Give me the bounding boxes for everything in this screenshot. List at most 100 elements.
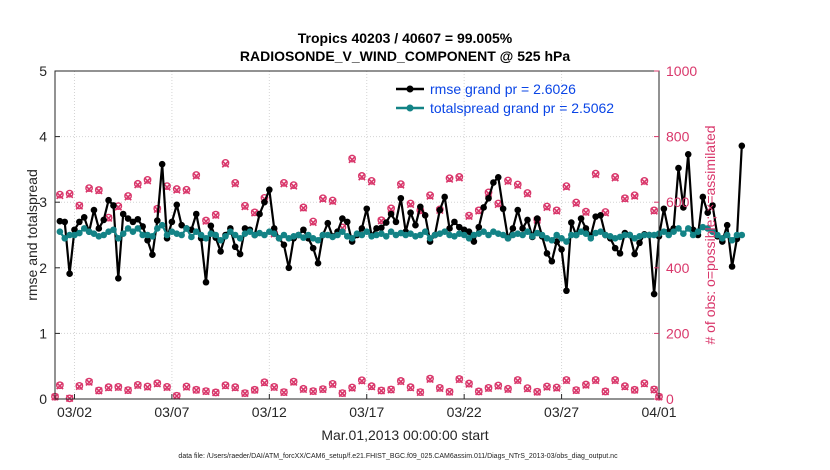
totalspread-point (76, 229, 83, 237)
obs-assimilated-point (611, 376, 619, 385)
totalspread-point (465, 234, 473, 242)
obs-possible-point (357, 376, 366, 385)
legend-rmse-marker (406, 85, 414, 93)
obs-assimilated-point (95, 186, 103, 195)
obs-possible-point (143, 382, 152, 391)
totalspread-point (704, 225, 712, 232)
x-axis-label: Mar.01,2013 00:00:00 start (321, 427, 488, 443)
obs-assimilated-point (455, 174, 464, 182)
obs-possible-point (523, 189, 532, 197)
rmse-point (650, 290, 658, 298)
rmse-point (178, 221, 185, 229)
rmse-point (723, 221, 731, 229)
rmse-point (202, 278, 210, 286)
obs-possible-point (211, 388, 220, 397)
obs-possible-point (396, 377, 405, 385)
totalspread-point (56, 228, 64, 236)
obs-possible-point (348, 154, 357, 163)
obs-assimilated-point (601, 388, 610, 396)
obs-possible-point (280, 178, 288, 187)
obs-assimilated-point (397, 377, 405, 386)
totalspread-point (485, 231, 492, 239)
obs-possible-point (572, 386, 581, 395)
rmse-point (100, 216, 108, 224)
obs-assimilated-point (260, 379, 269, 387)
rmse-point (363, 205, 371, 213)
x-tick-label: 04/01 (641, 404, 676, 420)
obs-possible-point (543, 202, 551, 211)
rmse-point (80, 213, 88, 221)
totalspread-point (261, 231, 268, 239)
rmse-point (266, 186, 273, 194)
totalspread-point (158, 221, 166, 229)
totalspread-point (358, 231, 366, 239)
rmse-point (173, 201, 181, 209)
obs-assimilated-point (143, 177, 152, 185)
totalspread-point (504, 234, 512, 242)
obs-possible-point (338, 389, 347, 397)
totalspread-point (66, 231, 73, 239)
obs-assimilated-point (280, 388, 288, 397)
obs-possible-point (650, 385, 659, 394)
rmse-point (324, 219, 332, 227)
obs-assimilated-point (192, 386, 201, 394)
totalspread-point (124, 225, 132, 232)
rmse-point (577, 215, 585, 222)
obs-assimilated-point (124, 386, 132, 395)
rmse-point (71, 226, 78, 234)
totalspread-point (441, 228, 448, 236)
obs-possible-point (465, 379, 473, 388)
totalspread-point (295, 231, 302, 239)
obs-possible-point (367, 176, 376, 185)
totalspread-point (460, 231, 468, 239)
y2-tick-label: 200 (666, 325, 690, 341)
obs-possible-point (192, 171, 201, 179)
obs-assimilated-point (65, 394, 74, 403)
rmse-point (485, 194, 492, 202)
rmse-point (76, 218, 83, 226)
rmse-point (382, 219, 390, 226)
obs-assimilated-point (455, 375, 464, 384)
totalspread-point (129, 228, 137, 236)
totalspread-point (733, 231, 741, 239)
legend-totalspread-marker (406, 104, 414, 112)
totalspread-point (553, 231, 561, 239)
totalspread-point (563, 238, 570, 245)
obs-possible-point (192, 385, 201, 394)
obs-assimilated-point (426, 375, 434, 384)
rmse-point (660, 205, 668, 213)
rmse-point (558, 246, 565, 253)
obs-assimilated-point (640, 380, 649, 388)
obs-assimilated-point (406, 200, 415, 209)
totalspread-point (300, 234, 307, 241)
rmse-point (533, 215, 541, 222)
obs-possible-point (202, 387, 210, 396)
obs-possible-point (591, 376, 600, 384)
obs-assimilated-point (504, 177, 512, 186)
obs-possible-point (65, 394, 74, 403)
obs-assimilated-point (465, 380, 473, 389)
rmse-point (738, 142, 746, 150)
totalspread-point (227, 228, 234, 236)
obs-assimilated-point (65, 190, 74, 199)
obs-assimilated-point (153, 380, 162, 388)
obs-assimilated-point (309, 387, 317, 396)
obs-possible-point (348, 383, 357, 392)
obs-assimilated-point (416, 388, 425, 397)
totalspread-point (319, 231, 327, 239)
obs-assimilated-point (621, 383, 629, 391)
rmse-point (90, 206, 98, 214)
obs-possible-point (533, 387, 542, 396)
rmse-point (119, 210, 127, 218)
totalspread-point (348, 234, 356, 242)
rmse-point (378, 224, 385, 232)
rmse-point (134, 215, 142, 223)
obs-assimilated-point (211, 211, 220, 220)
obs-assimilated-point (650, 386, 658, 394)
rmse-point (616, 250, 624, 257)
obs-assimilated-point (552, 207, 561, 215)
obs-possible-point (416, 388, 425, 397)
plot-frame (54, 70, 660, 400)
obs-possible-point (406, 199, 415, 208)
obs-possible-point (289, 181, 298, 190)
